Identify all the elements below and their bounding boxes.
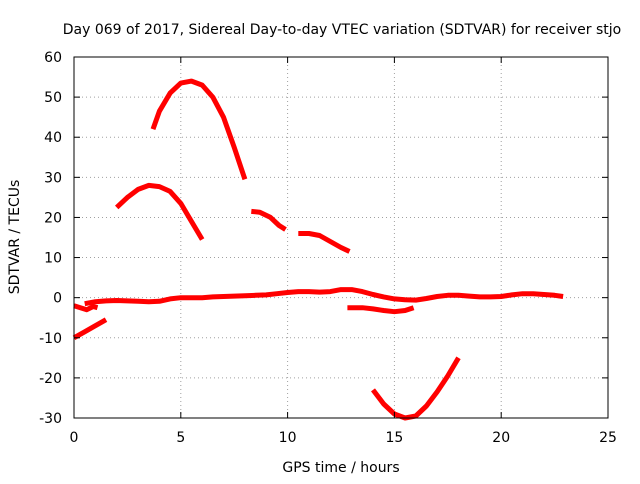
series-segment xyxy=(347,305,415,315)
data-series xyxy=(72,78,564,421)
series-segment xyxy=(73,303,99,313)
y-tick-label: 20 xyxy=(44,210,62,226)
x-tick-label: 25 xyxy=(599,430,617,446)
y-tick-label: -30 xyxy=(39,411,62,427)
y-tick-label: 10 xyxy=(44,251,62,267)
plot-frame xyxy=(73,56,609,419)
series-segment xyxy=(84,287,564,307)
x-tick-label: 20 xyxy=(492,430,510,446)
y-tick-label: 0 xyxy=(53,291,62,307)
y-tick-label: 60 xyxy=(44,50,62,66)
series-segment xyxy=(114,182,205,241)
x-tick-label: 10 xyxy=(279,430,297,446)
series-segment xyxy=(251,208,287,232)
y-tick-label: -20 xyxy=(39,371,62,387)
series-segment xyxy=(72,317,108,340)
x-tick-label: 15 xyxy=(385,430,403,446)
chart-title: Day 069 of 2017, Sidereal Day-to-day VTE… xyxy=(63,22,621,38)
y-tick-label: -10 xyxy=(39,331,62,347)
grid-lines xyxy=(74,57,608,418)
x-tick-label: 0 xyxy=(70,430,79,446)
axis-tick-labels: 0 5 10 15 20 25 -30 -20 -10 0 10 20 30 40 50 60 xyxy=(39,50,617,446)
y-tick-label: 50 xyxy=(44,90,62,106)
axis-ticks xyxy=(73,56,609,419)
y-tick-label: 30 xyxy=(44,170,62,186)
y-tick-label: 40 xyxy=(44,130,62,146)
x-axis-label: GPS time / hours xyxy=(282,460,399,476)
x-tick-label: 5 xyxy=(176,430,185,446)
y-axis-label: SDTVAR / TECUs xyxy=(7,180,23,295)
series-segment xyxy=(298,231,351,254)
series-segment xyxy=(150,78,248,181)
series-segment xyxy=(371,356,461,421)
